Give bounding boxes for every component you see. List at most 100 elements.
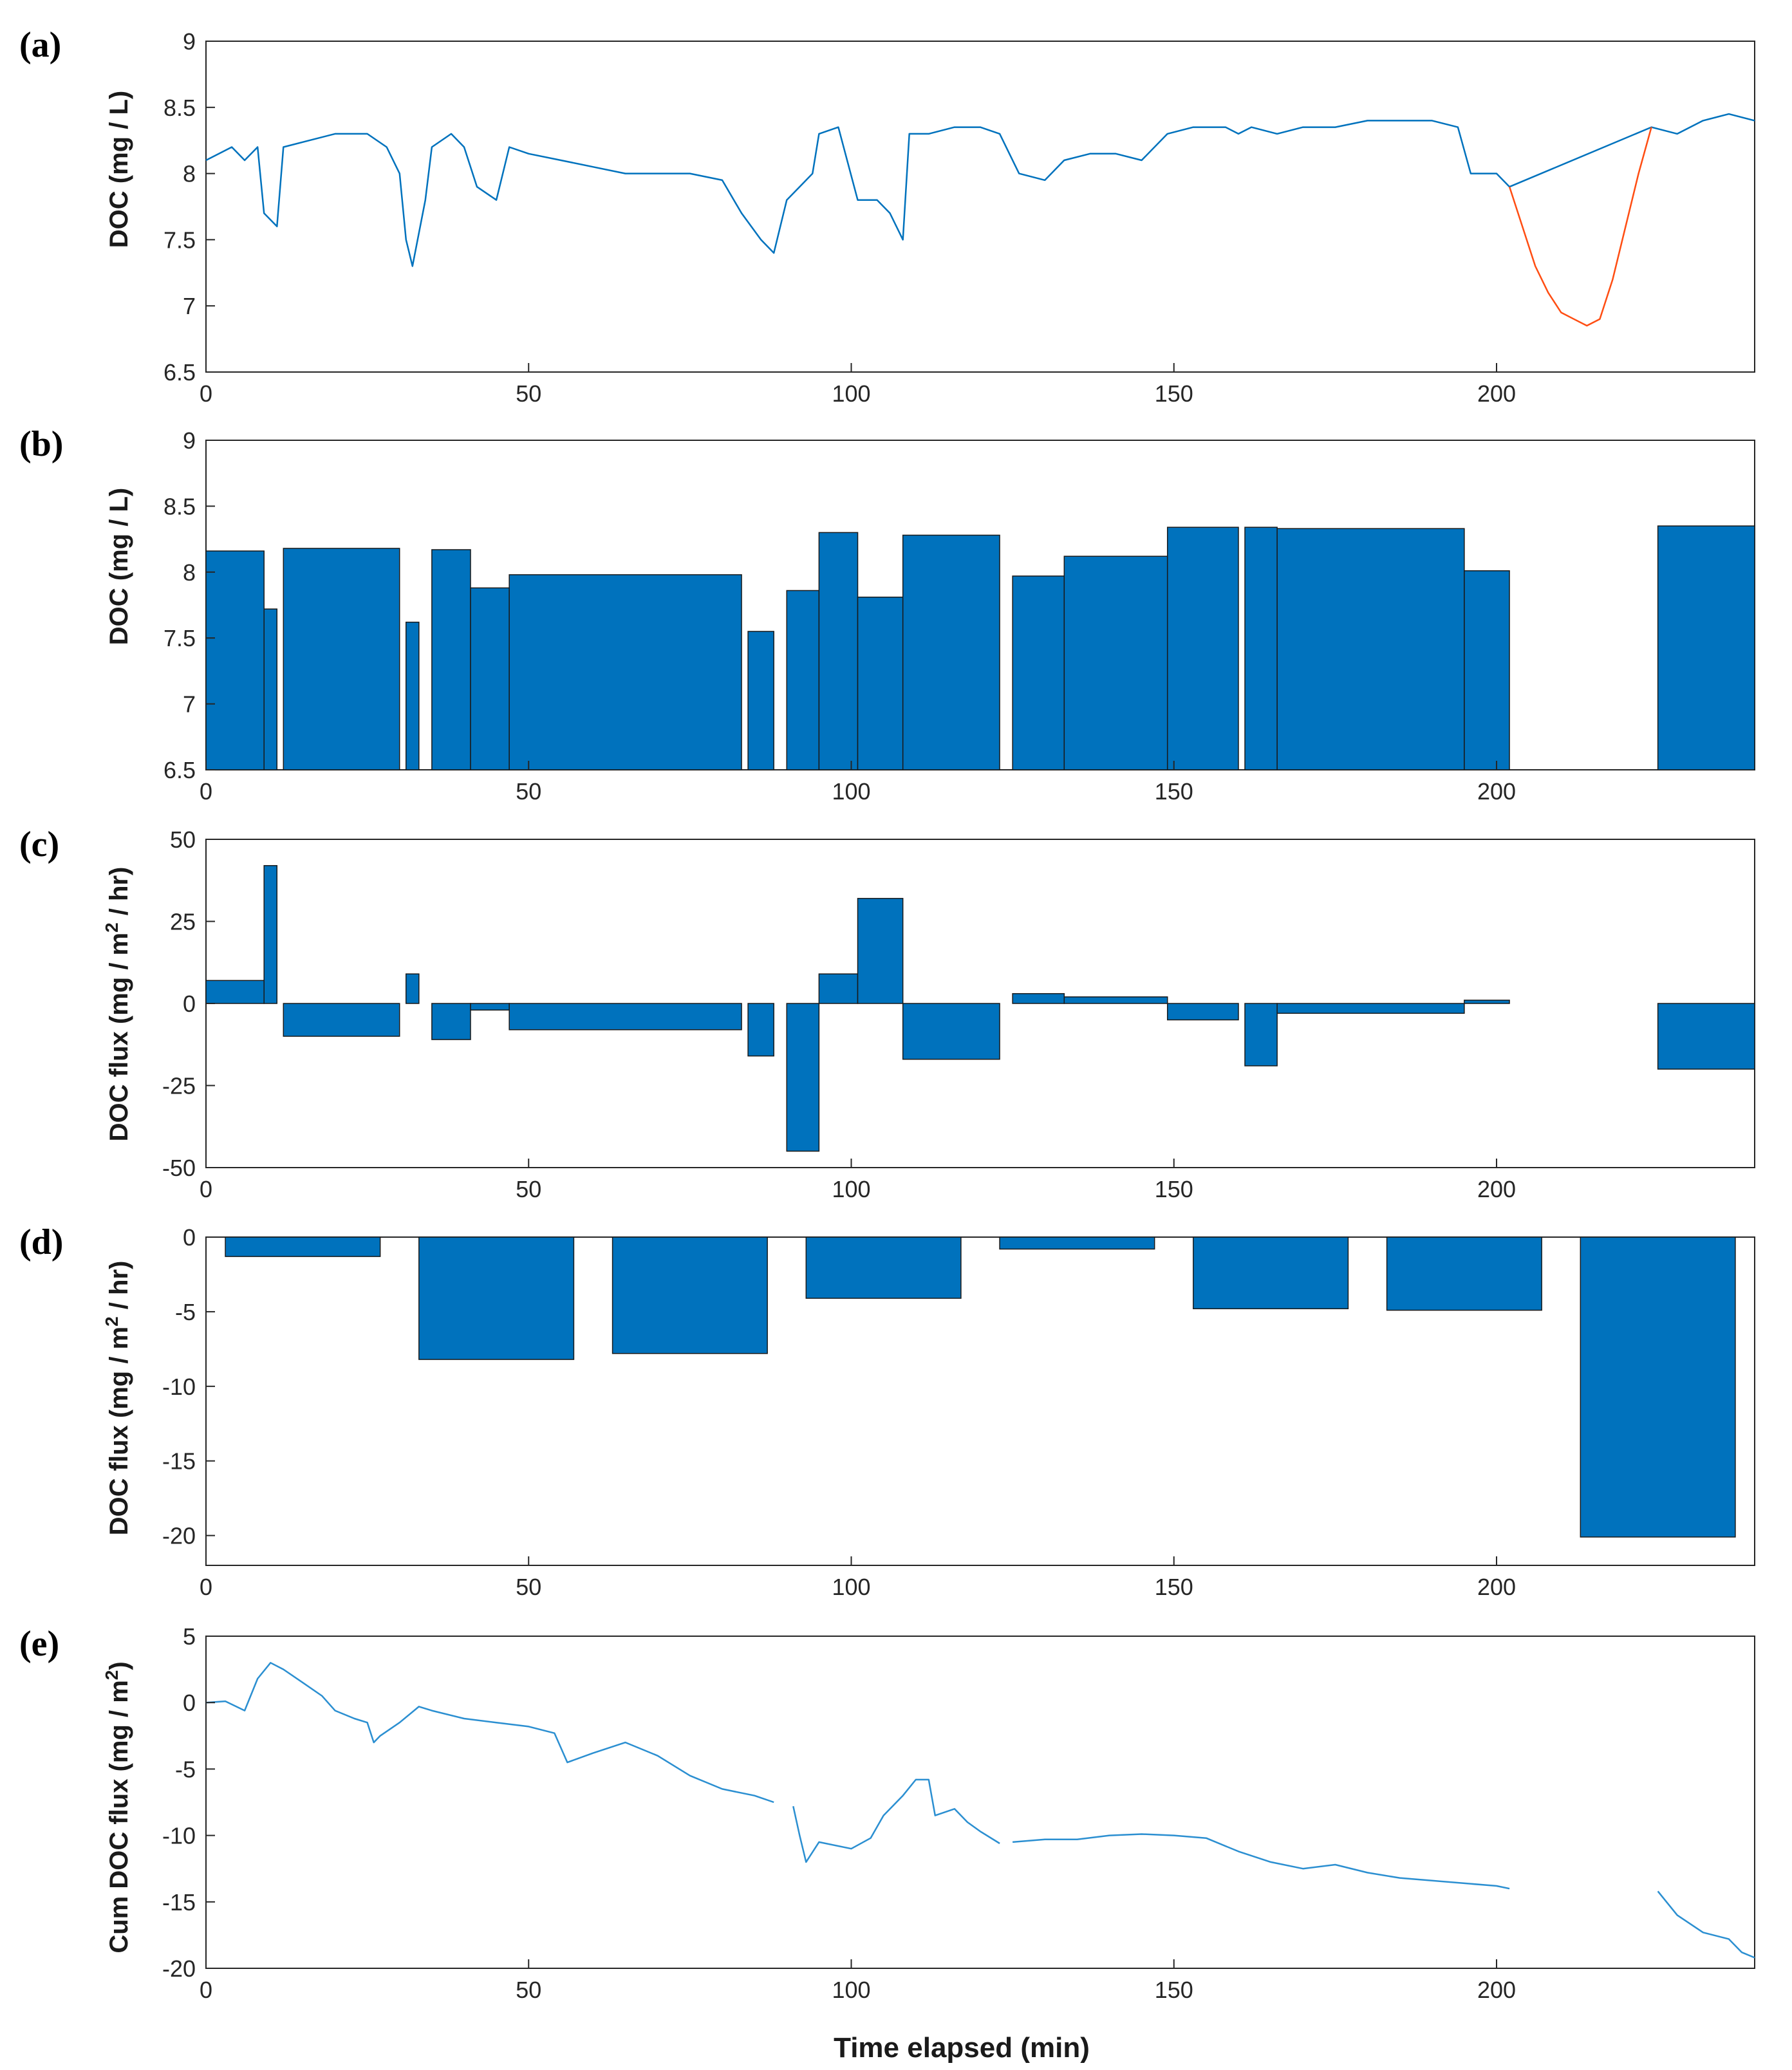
x-tick-label: 0 bbox=[200, 778, 212, 805]
bar bbox=[1166, 1003, 1239, 1021]
panel-a: (a) DOC (mg / L) 0 50 100 150 200 6.5 7 7.5 8 8.5… bbox=[19, 25, 1755, 407]
bar bbox=[205, 980, 265, 1004]
y-tick-label: 0 bbox=[183, 1690, 196, 1716]
series-line bbox=[205, 113, 1755, 267]
plot-frame-e bbox=[205, 1636, 1755, 1969]
y-tick-label: 0 bbox=[183, 1224, 196, 1251]
y-tick-label: -5 bbox=[175, 1299, 196, 1325]
x-tick-label: 100 bbox=[832, 380, 870, 407]
panel-label-c: (c) bbox=[19, 825, 59, 864]
x-tick-label: 200 bbox=[1477, 778, 1516, 805]
y-axis-label-d: DOC flux (mg / m2 / hr) bbox=[102, 1261, 134, 1536]
series-line bbox=[1508, 127, 1652, 327]
bar bbox=[747, 1003, 774, 1057]
x-tick-label: 0 bbox=[200, 380, 212, 407]
bar bbox=[225, 1236, 381, 1257]
plot-frame-a bbox=[205, 41, 1755, 373]
bar bbox=[283, 548, 400, 770]
panel-c: (c) DOC flux (mg / m2 / hr) 0 50 100 150 200… bbox=[19, 825, 1755, 1202]
y-tick-label: 6.5 bbox=[163, 757, 196, 783]
bar bbox=[1063, 555, 1168, 770]
y-tick-label: 7.5 bbox=[163, 625, 196, 651]
bar bbox=[205, 550, 265, 770]
x-tick-label: 150 bbox=[1155, 1977, 1193, 2003]
y-tick-label: 5 bbox=[183, 1623, 196, 1650]
bar bbox=[1063, 996, 1168, 1004]
panel-label-d: (d) bbox=[19, 1222, 63, 1262]
y-axis-label-e: Cum DOC flux (mg / m2) bbox=[102, 1661, 134, 1953]
y-tick-label: 6.5 bbox=[163, 359, 196, 386]
bar bbox=[999, 1236, 1155, 1250]
bar bbox=[263, 865, 278, 1004]
bar bbox=[470, 587, 510, 770]
bar bbox=[1193, 1236, 1349, 1310]
y-tick-label: 8.5 bbox=[163, 493, 196, 519]
bar bbox=[509, 1003, 742, 1030]
series-line bbox=[792, 1778, 1000, 1863]
y-tick-label: -50 bbox=[162, 1155, 196, 1181]
bar bbox=[283, 1003, 400, 1037]
panel-label-e: (e) bbox=[19, 1624, 59, 1664]
x-tick-label: 100 bbox=[832, 1574, 870, 1600]
y-axis-label-c: DOC flux (mg / m2 / hr) bbox=[102, 867, 134, 1142]
bar bbox=[431, 549, 471, 770]
bar bbox=[747, 631, 774, 770]
x-tick-label: 100 bbox=[832, 778, 870, 805]
bar bbox=[1464, 570, 1510, 770]
series-line bbox=[205, 1662, 774, 1804]
x-tick-label: 100 bbox=[832, 1176, 870, 1202]
x-tick-label: 100 bbox=[832, 1977, 870, 2003]
y-tick-label: -5 bbox=[175, 1756, 196, 1782]
series-line bbox=[1657, 1890, 1755, 1959]
x-tick-label: 50 bbox=[516, 1574, 541, 1600]
bar bbox=[857, 898, 904, 1004]
bar bbox=[509, 574, 742, 770]
bar bbox=[786, 590, 820, 770]
y-tick-label: 8 bbox=[183, 161, 196, 187]
bar bbox=[1464, 1000, 1510, 1004]
bar bbox=[1276, 528, 1465, 770]
bar bbox=[1580, 1236, 1736, 1538]
bar bbox=[1276, 1003, 1465, 1014]
bar bbox=[406, 621, 420, 770]
y-tick-label: -10 bbox=[162, 1374, 196, 1400]
panel-label-b: (b) bbox=[19, 424, 63, 464]
x-tick-label: 150 bbox=[1155, 380, 1193, 407]
series-line bbox=[1012, 1833, 1510, 1890]
bar bbox=[1244, 1003, 1278, 1067]
bar bbox=[902, 534, 1000, 770]
bar bbox=[431, 1003, 471, 1040]
y-tick-label: -20 bbox=[162, 1955, 196, 1982]
y-tick-label: 0 bbox=[183, 991, 196, 1017]
x-tick-label: 150 bbox=[1155, 1176, 1193, 1202]
x-tick-label: 200 bbox=[1477, 380, 1516, 407]
bar bbox=[902, 1003, 1000, 1060]
bar bbox=[1012, 993, 1065, 1004]
bar bbox=[805, 1236, 962, 1299]
bar bbox=[1012, 575, 1065, 770]
bar bbox=[1166, 527, 1239, 770]
y-tick-label: 7.5 bbox=[163, 227, 196, 253]
y-axis-label-a: DOC (mg / L) bbox=[105, 91, 133, 248]
panel-b: (b) DOC (mg / L) 0 50 100 150 200 6.5 7 7.5 8 8.5… bbox=[19, 424, 1755, 805]
y-tick-label: -20 bbox=[162, 1523, 196, 1549]
bar bbox=[857, 596, 904, 770]
x-tick-label: 0 bbox=[200, 1977, 212, 2003]
panel-d: (d) DOC flux (mg / m2 / hr) 0 50 100 150 200… bbox=[19, 1222, 1755, 1600]
panel-e: (e) Cum DOC flux (mg / m2) 0 50 100 150 200-… bbox=[19, 1623, 1755, 2003]
x-axis-label: Time elapsed (min) bbox=[834, 2032, 1090, 2064]
panel-label-a: (a) bbox=[19, 25, 61, 65]
y-tick-label: 9 bbox=[183, 427, 196, 454]
y-tick-label: 7 bbox=[183, 293, 196, 319]
y-tick-label: 50 bbox=[170, 826, 196, 853]
y-axis-label-b: DOC (mg / L) bbox=[105, 488, 133, 645]
y-tick-label: -15 bbox=[162, 1448, 196, 1475]
y-tick-label: 8 bbox=[183, 559, 196, 586]
x-tick-label: 200 bbox=[1477, 1977, 1516, 2003]
x-tick-label: 50 bbox=[516, 778, 541, 805]
y-tick-label: -10 bbox=[162, 1823, 196, 1849]
bar bbox=[1244, 527, 1278, 770]
y-tick-label: 25 bbox=[170, 909, 196, 935]
x-tick-label: 50 bbox=[516, 1977, 541, 2003]
x-tick-label: 0 bbox=[200, 1574, 212, 1600]
